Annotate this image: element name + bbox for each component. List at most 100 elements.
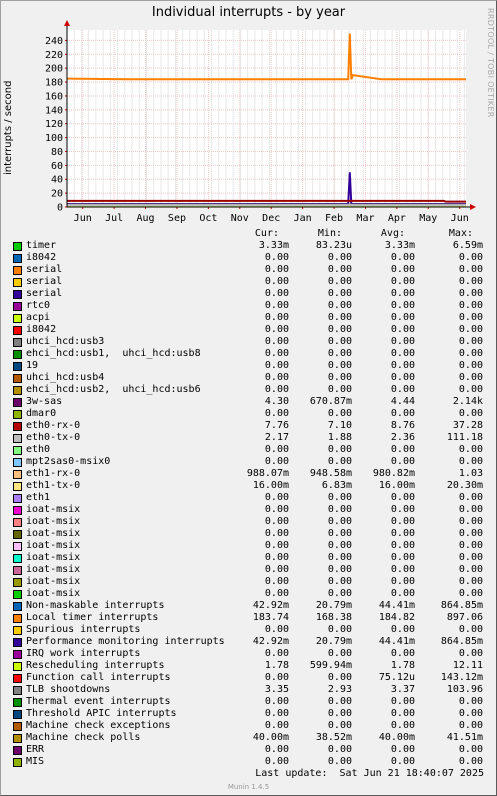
legend-value-avg: 0.00 xyxy=(390,576,415,587)
legend-value-avg: 44.41m xyxy=(378,600,415,611)
legend-series-name: Thermal event interrupts xyxy=(26,696,171,707)
legend-value-max: 12.11 xyxy=(452,660,483,671)
rrdtool-credit: RRDTOOL / TOBI OETIKER xyxy=(486,8,495,118)
legend-value-min: 0.00 xyxy=(327,552,352,563)
legend-value-cur: 0.00 xyxy=(264,348,289,359)
legend-row: ioat-msix 0.00 0.00 0.00 0.00 xyxy=(0,504,497,516)
legend-row: Performance monitoring interrupts 42.92m 2… xyxy=(0,636,497,648)
legend-row: serial 0.00 0.00 0.00 0.00 xyxy=(0,264,497,276)
x-axis-arrow xyxy=(470,204,476,210)
legend-series-name: i8042 xyxy=(26,252,57,263)
legend-value-avg: 0.00 xyxy=(390,360,415,371)
series-line xyxy=(67,199,466,203)
legend-swatch xyxy=(13,494,22,503)
legend-series-name: timer xyxy=(26,240,57,251)
legend-series-name: ERR xyxy=(26,744,45,755)
legend-swatch xyxy=(13,746,22,755)
x-tick-label: Apr xyxy=(388,213,406,224)
legend-value-max: 0.00 xyxy=(458,384,483,395)
legend-swatch xyxy=(13,266,22,275)
legend-value-max: 0.00 xyxy=(458,516,483,527)
legend-swatch xyxy=(13,650,22,659)
legend-row: eth0-tx-0 2.17 1.88 2.36 111.18 xyxy=(0,432,497,444)
y-tick-label: 180 xyxy=(45,78,63,89)
legend-swatch xyxy=(13,386,22,395)
legend-value-max: 0.00 xyxy=(458,492,483,503)
x-tick-label: Nov xyxy=(231,213,249,224)
x-tick-label: Jan xyxy=(294,213,312,224)
legend-value-max: 0.00 xyxy=(458,456,483,467)
legend-row: i8042 0.00 0.00 0.00 0.00 xyxy=(0,252,497,264)
legend-row: ioat-msix 0.00 0.00 0.00 0.00 xyxy=(0,564,497,576)
legend-value-max: 0.00 xyxy=(458,288,483,299)
legend-value-cur: 0.00 xyxy=(264,312,289,323)
legend-value-cur: 0.00 xyxy=(264,744,289,755)
legend-value-min: 0.00 xyxy=(327,672,352,683)
legend-value-avg: 16.00m xyxy=(378,480,415,491)
legend-swatch xyxy=(13,698,22,707)
legend-value-avg: 0.00 xyxy=(390,348,415,359)
legend-swatch xyxy=(13,530,22,539)
legend-value-cur: 7.76 xyxy=(264,420,289,431)
legend-swatch xyxy=(13,254,22,263)
legend-value-max: 0.00 xyxy=(458,552,483,563)
legend-value-max: 0.00 xyxy=(458,744,483,755)
legend-row: ERR 0.00 0.00 0.00 0.00 xyxy=(0,744,497,756)
legend-value-min: 0.00 xyxy=(327,360,352,371)
legend-row: ioat-msix 0.00 0.00 0.00 0.00 xyxy=(0,552,497,564)
legend-value-max: 41.51m xyxy=(446,732,483,743)
legend-value-max: 0.00 xyxy=(458,312,483,323)
legend-series-name: ioat-msix xyxy=(26,516,81,527)
y-tick-label: 200 xyxy=(45,64,63,75)
legend-value-avg: 0.00 xyxy=(390,264,415,275)
legend-series-name: eth1-tx-0 xyxy=(26,480,81,491)
legend-row: eth1-rx-0 988.07m 948.58m 980.82m 1.03 xyxy=(0,468,497,480)
legend-value-min: 0.00 xyxy=(327,504,352,515)
legend-swatch xyxy=(13,602,22,611)
legend-value-min: 0.00 xyxy=(327,408,352,419)
legend-value-max: 20.30m xyxy=(446,480,483,491)
legend-value-avg: 0.00 xyxy=(390,588,415,599)
legend-row: Spurious interrupts 0.00 0.00 0.00 0.00 xyxy=(0,624,497,636)
legend-swatch xyxy=(13,554,22,563)
legend-swatch xyxy=(13,470,22,479)
legend-header-min: Min: xyxy=(317,228,342,239)
legend-value-min: 20.79m xyxy=(315,636,352,647)
legend-value-max: 0.00 xyxy=(458,360,483,371)
legend-series-name: eth0-rx-0 xyxy=(26,420,81,431)
legend-value-min: 6.83m xyxy=(321,480,352,491)
legend-swatch xyxy=(13,314,22,323)
legend-swatch xyxy=(13,614,22,623)
legend-series-name: ehci_hcd:usb2, uhci_hcd:usb6 xyxy=(26,384,201,395)
legend-series-name: Performance monitoring interrupts xyxy=(26,636,225,647)
legend-value-cur: 0.00 xyxy=(264,540,289,551)
legend-swatch xyxy=(13,422,22,431)
legend-value-avg: 0.00 xyxy=(390,444,415,455)
legend-value-cur: 0.00 xyxy=(264,588,289,599)
legend-series-name: IRQ work interrupts xyxy=(26,648,141,659)
legend-value-cur: 0.00 xyxy=(264,756,289,767)
legend-value-min: 670.87m xyxy=(309,396,352,407)
legend-series-name: uhci_hcd:usb3 xyxy=(26,336,105,347)
x-tick-label: Mar xyxy=(356,213,374,224)
legend-value-max: 0.00 xyxy=(458,564,483,575)
legend-value-max: 0.00 xyxy=(458,252,483,263)
legend-value-cur: 0.00 xyxy=(264,708,289,719)
legend-header-cur: Cur: xyxy=(254,228,279,239)
legend-value-min: 0.00 xyxy=(327,528,352,539)
legend-swatch xyxy=(13,482,22,491)
legend-value-avg: 0.00 xyxy=(390,252,415,263)
legend-swatch xyxy=(13,686,22,695)
legend-value-max: 0.00 xyxy=(458,696,483,707)
legend-value-min: 0.00 xyxy=(327,252,352,263)
legend-value-avg: 0.00 xyxy=(390,504,415,515)
legend-swatch xyxy=(13,578,22,587)
legend-value-avg: 0.00 xyxy=(390,756,415,767)
legend-value-max: 0.00 xyxy=(458,708,483,719)
legend-value-max: 897.06 xyxy=(446,612,483,623)
legend-value-min: 38.52m xyxy=(315,732,352,743)
y-tick-label: 60 xyxy=(51,161,63,172)
legend-value-cur: 0.00 xyxy=(264,384,289,395)
legend-value-min: 0.00 xyxy=(327,756,352,767)
legend-value-max: 0.00 xyxy=(458,324,483,335)
